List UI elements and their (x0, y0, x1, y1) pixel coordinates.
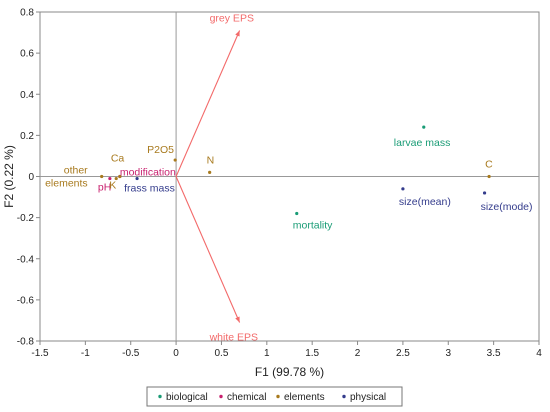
x-tick-label: 2 (355, 348, 361, 359)
point-n (208, 170, 212, 174)
vector-grey-eps (175, 30, 241, 177)
x-tick-label: -0.5 (122, 348, 140, 359)
x-tick-label: 3.5 (487, 348, 501, 359)
x-tick-label: 1.5 (305, 348, 319, 359)
x-axis-title: F1 (99.78 %) (255, 365, 324, 379)
x-tick-label: -1.5 (31, 348, 49, 359)
point-mortality (295, 211, 299, 216)
point-label-c: C (485, 159, 493, 171)
point-label-frass-mass: frass mass (124, 183, 175, 195)
x-tick-label: 0.5 (215, 348, 229, 359)
point-labels: larvae mass mortality modification pH C N P2O5… (45, 137, 532, 231)
legend-marker-physical (342, 394, 346, 399)
data-points (100, 125, 491, 216)
y-tick-label: 0.2 (20, 131, 34, 142)
legend-marker-chemical (219, 394, 223, 399)
legend-label-biological: biological (166, 392, 208, 403)
y-tick-label: -0.4 (17, 254, 35, 265)
point-label-mortality: mortality (293, 220, 333, 232)
y-tick-label: -0.8 (17, 337, 35, 348)
vector-arrowhead (235, 30, 240, 37)
legend-marker-biological (158, 394, 162, 399)
point-k (114, 176, 118, 181)
legend-label-physical: physical (350, 392, 386, 403)
point-c (487, 174, 491, 179)
x-tick-label: 4 (536, 348, 542, 359)
point-label-ph: pH (98, 182, 111, 194)
legend-label-elements: elements (284, 392, 325, 403)
vector-label: grey EPS (210, 13, 254, 25)
point-label-other-elements: other elements (45, 165, 88, 190)
point-p2o5 (173, 158, 177, 162)
legend-label-chemical: chemical (227, 392, 266, 403)
point-label-size-mean-: size(mean) (399, 196, 451, 208)
y-tick-label: 0 (28, 172, 34, 183)
point-label-ca: Ca (111, 153, 125, 165)
point-ca (118, 174, 122, 179)
point-label-modification: modification (120, 167, 176, 179)
point-frass-mass (135, 176, 139, 181)
point-label-p2o5: P2O5 (147, 144, 174, 156)
y-axis-title: F2 (0.22 %) (2, 145, 16, 208)
x-tick-label: 0 (173, 348, 179, 359)
point-size-mean- (401, 187, 405, 191)
axes: -1.5 -1 -0.5 0 0.5 1 1.5 2 2.5 3 3.5 4 -0.8 -0.6 -0.4 -… (17, 8, 542, 360)
vector-label: white EPS (209, 331, 258, 343)
point-other-elements (100, 174, 104, 179)
point-label-n: N (207, 154, 215, 166)
loading-vectors: grey EPS white EPS (175, 13, 258, 343)
legend-marker-elements (276, 394, 280, 399)
point-label-larvae-mass: larvae mass (394, 137, 451, 149)
point-size-mode- (482, 191, 487, 195)
point-label-k: K (109, 180, 116, 192)
point-ph (108, 176, 112, 181)
x-tick-label: 3 (445, 348, 451, 359)
vector-white-eps (175, 176, 241, 323)
point-label-size-mode-: size(mode) (481, 201, 533, 213)
point-larvae-mass (422, 125, 426, 129)
x-tick-label: -1 (81, 348, 90, 359)
y-tick-label: 0.6 (20, 49, 34, 60)
y-tick-label: 0.8 (20, 8, 34, 19)
legend: biological chemical elements physical (146, 386, 403, 407)
y-tick-label: -0.2 (17, 213, 35, 224)
y-tick-label: 0.4 (20, 90, 34, 101)
x-tick-label: 1 (264, 348, 270, 359)
x-tick-label: 2.5 (396, 348, 410, 359)
legend-box (146, 386, 403, 407)
y-tick-label: -0.6 (17, 295, 35, 306)
vector-arrowhead (235, 316, 240, 323)
